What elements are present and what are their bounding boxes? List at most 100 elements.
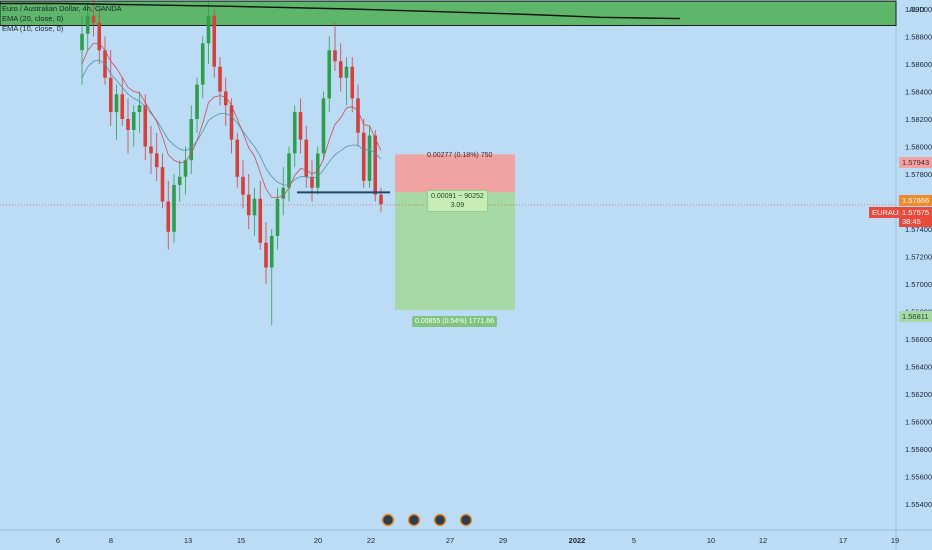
candle-body[interactable] [183, 160, 188, 177]
entry-label: 0.00091 ~ 90252 3.09 [427, 190, 488, 212]
symbol-price-tag: EURAUD [869, 207, 907, 218]
time-scale-label: 15 [237, 536, 245, 545]
candle-body[interactable] [258, 198, 263, 243]
candle-body[interactable] [333, 50, 337, 62]
candle-body[interactable] [379, 194, 383, 205]
candle-body[interactable] [235, 139, 240, 177]
candle-body[interactable] [137, 105, 142, 113]
candle-body[interactable] [356, 98, 360, 133]
candle-body[interactable] [344, 66, 349, 78]
candle-body[interactable] [131, 112, 136, 130]
price-scale-label: 1.56000 [905, 418, 932, 427]
price-scale-label: 1.58600 [905, 60, 932, 69]
risk-zone-box[interactable] [395, 154, 515, 193]
candle-body[interactable] [218, 66, 222, 92]
nav-control-button[interactable] [459, 513, 473, 527]
candle-body[interactable] [160, 167, 165, 202]
target-price-tag: 1.57943 [899, 157, 932, 168]
time-scale-label: 20 [314, 536, 322, 545]
legend-symbol[interactable]: Euro / Australian Dollar, 4h, OANDA [2, 4, 122, 13]
candle-body[interactable] [252, 198, 257, 216]
candle-body[interactable] [361, 132, 366, 181]
candle-body[interactable] [80, 33, 84, 51]
price-scale-currency: AUD [909, 5, 925, 14]
candle-body[interactable] [166, 201, 171, 232]
price-scale-label: 1.57800 [905, 170, 932, 179]
candle-body[interactable] [195, 84, 199, 119]
candle-body[interactable] [189, 119, 194, 161]
candle-body[interactable] [212, 15, 217, 67]
time-scale-label: 29 [499, 536, 507, 545]
ema20-line [81, 59, 382, 186]
price-scale-label: 1.57200 [905, 253, 932, 262]
time-scale-label: 6 [56, 536, 60, 545]
candle-body[interactable] [91, 15, 96, 23]
candle-body[interactable] [281, 187, 286, 199]
candle-body[interactable] [177, 176, 182, 185]
time-scale-label: 5 [632, 536, 636, 545]
candle-body[interactable] [350, 66, 355, 99]
candle-body[interactable] [269, 235, 274, 268]
time-scale-label: 10 [707, 536, 715, 545]
price-scale-label: 1.59000 [905, 5, 932, 14]
candle-body[interactable] [229, 105, 234, 140]
candle-body[interactable] [120, 94, 125, 119]
time-scale-label: 12 [759, 536, 767, 545]
price-scale-label: 1.57400 [905, 225, 932, 234]
candle-body[interactable] [298, 112, 303, 140]
candle-body[interactable] [321, 98, 326, 154]
candle-body[interactable] [246, 194, 251, 216]
candle-body[interactable] [241, 176, 245, 195]
legend-ema20[interactable]: EMA (20, close, 0) [2, 14, 64, 23]
price-scale-label: 1.56600 [905, 335, 932, 344]
price-scale-label: 1.56200 [905, 390, 932, 399]
time-scale-label: 19 [891, 536, 899, 545]
candle-body[interactable] [373, 135, 378, 195]
price-scale-label: 1.58400 [905, 88, 932, 97]
ema10-line [81, 43, 382, 198]
price-scale-label: 1.58000 [905, 143, 932, 152]
price-scale-label: 1.58800 [905, 33, 932, 42]
candle-body[interactable] [223, 91, 228, 106]
candle-body[interactable] [292, 112, 297, 154]
candle-body[interactable] [149, 146, 153, 154]
price-scale-bg[interactable] [896, 0, 932, 550]
chart-legend: Euro / Australian Dollar, 4h, OANDA EMA … [2, 4, 122, 34]
candle-body[interactable] [264, 242, 268, 268]
nav-control-button[interactable] [407, 513, 421, 527]
candle-body[interactable] [143, 105, 148, 147]
candle-body[interactable] [172, 185, 176, 232]
price-scale-label: 1.58200 [905, 115, 932, 124]
candle-body[interactable] [304, 139, 309, 177]
time-scale-label: 27 [446, 536, 454, 545]
price-scale-label: 1.55600 [905, 473, 932, 482]
candle-body[interactable] [154, 153, 159, 168]
nav-control-button[interactable] [433, 513, 447, 527]
reward-label: 0.00855 (0.54%) 1771.66 [412, 316, 498, 327]
candle-body[interactable] [200, 43, 205, 85]
candle-body[interactable] [327, 50, 332, 99]
candle-body[interactable] [85, 15, 90, 34]
entry-label-line2: 3.09 [450, 202, 465, 209]
nav-control-button[interactable] [381, 513, 395, 527]
last-price-value: 1.57575 [902, 208, 930, 217]
candle-body[interactable] [108, 77, 113, 113]
long-term-ma-line [0, 2, 681, 20]
candle-body[interactable] [310, 176, 314, 188]
candle-body[interactable] [367, 135, 372, 181]
candle-body[interactable] [206, 15, 211, 44]
price-scale-label: 1.56400 [905, 363, 932, 372]
price-scale-label: 1.57000 [905, 280, 932, 289]
candle-body[interactable] [114, 94, 119, 113]
candle-body[interactable] [338, 61, 343, 78]
candle-body[interactable] [97, 22, 102, 51]
time-scale-label: 17 [839, 536, 847, 545]
risk-label: 0.00277 (0.18%) 750 [427, 152, 493, 159]
legend-ema10[interactable]: EMA (10, close, 0) [2, 24, 64, 33]
candle-body[interactable] [275, 198, 280, 236]
reward-zone-box[interactable] [395, 192, 515, 310]
candle-body[interactable] [126, 119, 130, 130]
candle-body[interactable] [287, 153, 291, 188]
